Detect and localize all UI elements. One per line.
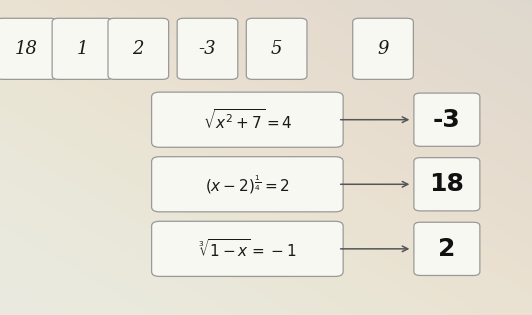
- FancyBboxPatch shape: [152, 221, 343, 277]
- Text: 18: 18: [429, 172, 464, 196]
- FancyBboxPatch shape: [152, 92, 343, 147]
- FancyBboxPatch shape: [414, 158, 480, 211]
- FancyBboxPatch shape: [177, 18, 238, 79]
- Text: 18: 18: [15, 40, 38, 58]
- Text: $(x - 2)^{\frac{1}{4}} = 2$: $(x - 2)^{\frac{1}{4}} = 2$: [205, 173, 290, 196]
- Text: 9: 9: [377, 40, 389, 58]
- Text: 2: 2: [438, 237, 455, 261]
- Text: $\sqrt[3]{1 - x} = -1$: $\sqrt[3]{1 - x} = -1$: [198, 238, 296, 260]
- Text: 1: 1: [77, 40, 88, 58]
- FancyBboxPatch shape: [0, 18, 57, 79]
- Text: $\sqrt{x^2 + 7} = 4$: $\sqrt{x^2 + 7} = 4$: [203, 108, 292, 132]
- Text: 5: 5: [271, 40, 282, 58]
- Text: -3: -3: [198, 40, 217, 58]
- FancyBboxPatch shape: [414, 93, 480, 146]
- Text: 2: 2: [132, 40, 144, 58]
- FancyBboxPatch shape: [108, 18, 169, 79]
- Text: -3: -3: [433, 108, 461, 132]
- FancyBboxPatch shape: [246, 18, 307, 79]
- FancyBboxPatch shape: [414, 222, 480, 275]
- FancyBboxPatch shape: [152, 157, 343, 212]
- FancyBboxPatch shape: [52, 18, 113, 79]
- FancyBboxPatch shape: [353, 18, 413, 79]
